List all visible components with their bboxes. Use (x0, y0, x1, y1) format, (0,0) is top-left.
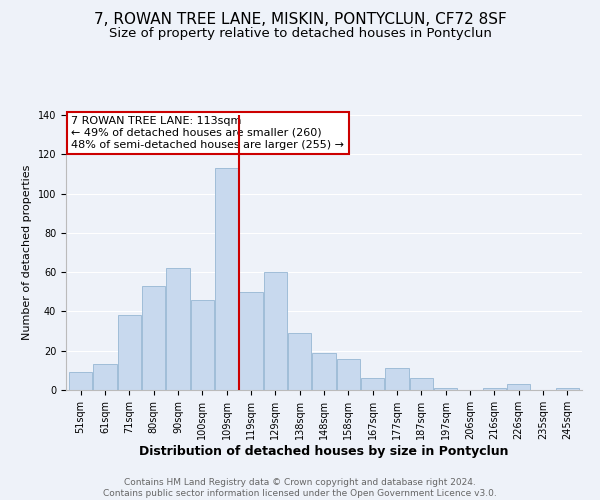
Bar (142, 286, 165, 390)
Bar (239, 292, 263, 390)
Bar (410, 378, 433, 390)
Y-axis label: Number of detached properties: Number of detached properties (22, 165, 32, 340)
Text: Size of property relative to detached houses in Pontyclun: Size of property relative to detached ho… (109, 28, 491, 40)
Bar (166, 268, 190, 390)
Bar (507, 384, 530, 390)
Bar (385, 368, 409, 390)
Bar (556, 388, 579, 390)
Bar (191, 300, 214, 390)
Text: 7 ROWAN TREE LANE: 113sqm
← 49% of detached houses are smaller (260)
48% of semi: 7 ROWAN TREE LANE: 113sqm ← 49% of detac… (71, 116, 344, 150)
Bar (337, 358, 360, 390)
Bar (264, 272, 287, 390)
Bar (118, 316, 141, 390)
Text: Contains HM Land Registry data © Crown copyright and database right 2024.
Contai: Contains HM Land Registry data © Crown c… (103, 478, 497, 498)
Text: 7, ROWAN TREE LANE, MISKIN, PONTYCLUN, CF72 8SF: 7, ROWAN TREE LANE, MISKIN, PONTYCLUN, C… (94, 12, 506, 28)
Bar (94, 364, 116, 390)
Bar (483, 388, 506, 390)
Bar (288, 333, 311, 390)
Bar (215, 168, 238, 390)
Bar (313, 352, 335, 390)
Bar (69, 372, 92, 390)
X-axis label: Distribution of detached houses by size in Pontyclun: Distribution of detached houses by size … (139, 444, 509, 458)
Bar (434, 388, 457, 390)
Bar (361, 378, 384, 390)
